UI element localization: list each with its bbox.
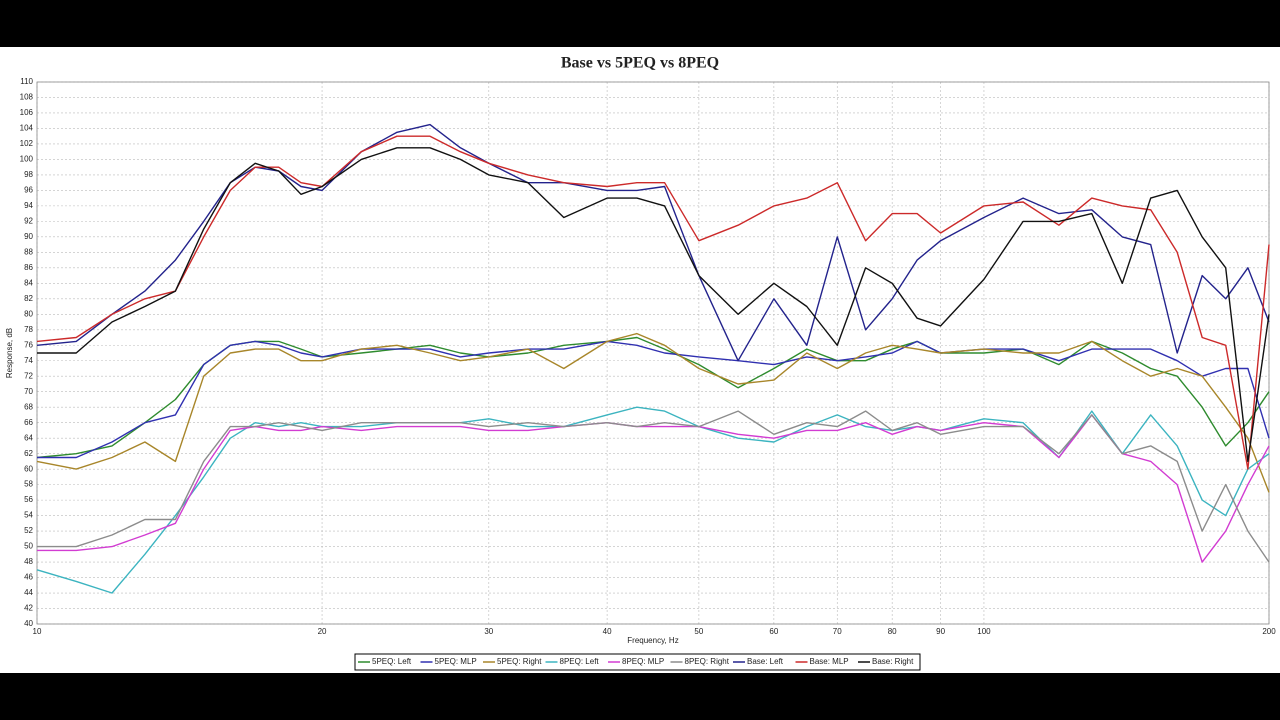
chart-title: Base vs 5PEQ vs 8PEQ xyxy=(561,55,719,72)
y-axis-label: Response, dB xyxy=(5,328,14,378)
x-tick-label: 70 xyxy=(833,627,842,636)
y-tick-label: 108 xyxy=(20,93,34,102)
background xyxy=(0,47,1280,673)
x-tick-label: 90 xyxy=(936,627,945,636)
x-tick-label: 80 xyxy=(888,627,897,636)
series-line xyxy=(36,332,1270,493)
y-tick-label: 40 xyxy=(24,619,33,628)
x-tick-label: 10 xyxy=(33,627,42,636)
series-line xyxy=(37,147,1270,463)
y-tick-label: 50 xyxy=(24,542,33,551)
legend-label: Base: MLP xyxy=(810,657,849,666)
legend-label: 5PEQ: Right xyxy=(497,657,542,666)
series-line xyxy=(37,410,1270,563)
x-tick-label: 20 xyxy=(318,627,327,636)
y-tick-label: 68 xyxy=(24,402,33,411)
y-tick-label: 72 xyxy=(24,371,33,380)
legend-box xyxy=(354,653,921,671)
y-tick-label: 70 xyxy=(24,387,33,396)
y-tick-label: 76 xyxy=(24,340,33,349)
y-tick-label: 56 xyxy=(24,495,33,504)
legend-label: 5PEQ: MLP xyxy=(435,657,477,666)
y-tick-label: 110 xyxy=(20,77,33,86)
y-tick-label: 60 xyxy=(24,464,33,473)
legend-label: Base: Right xyxy=(872,657,914,666)
y-tick-label: 48 xyxy=(24,557,33,566)
y-tick-label: 104 xyxy=(20,124,34,133)
x-tick-label: 40 xyxy=(603,627,612,636)
y-tick-label: 82 xyxy=(24,294,33,303)
y-tick-label: 52 xyxy=(24,526,33,535)
y-tick-label: 102 xyxy=(20,139,34,148)
y-tick-label: 106 xyxy=(20,108,34,117)
y-tick-label: 62 xyxy=(24,449,33,458)
y-tick-label: 54 xyxy=(24,511,33,520)
y-tick-label: 42 xyxy=(24,604,33,613)
series-line xyxy=(36,135,1270,470)
y-tick-label: 78 xyxy=(24,325,33,334)
y-tick-label: 94 xyxy=(24,201,33,210)
y-tick-label: 100 xyxy=(20,155,34,164)
legend-label: 8PEQ: MLP xyxy=(622,657,664,666)
legend-label: 8PEQ: Left xyxy=(560,657,600,666)
legend-label: Base: Left xyxy=(747,657,784,666)
y-tick-label: 86 xyxy=(24,263,33,272)
y-tick-label: 80 xyxy=(24,309,33,318)
x-axis-label: Frequency, Hz xyxy=(627,636,678,645)
series-line xyxy=(37,340,1270,459)
x-tick-label: 60 xyxy=(769,627,778,636)
x-tick-label: 50 xyxy=(694,627,703,636)
y-tick-label: 58 xyxy=(24,480,33,489)
x-tick-label: 100 xyxy=(977,627,991,636)
y-tick-label: 98 xyxy=(24,170,33,179)
y-tick-label: 74 xyxy=(24,356,33,365)
legend-label: 8PEQ: Right xyxy=(685,657,730,666)
y-tick-label: 66 xyxy=(24,418,33,427)
y-tick-label: 96 xyxy=(24,186,33,195)
x-tick-label: 200 xyxy=(1262,627,1276,636)
series-line xyxy=(36,123,1270,362)
y-tick-label: 90 xyxy=(24,232,33,241)
y-tick-label: 84 xyxy=(24,278,33,287)
x-tick-label: 30 xyxy=(484,627,493,636)
legend-label: 5PEQ: Left xyxy=(372,657,412,666)
y-tick-label: 64 xyxy=(24,433,33,442)
y-tick-label: 92 xyxy=(24,216,33,225)
y-tick-label: 46 xyxy=(24,573,33,582)
y-tick-label: 44 xyxy=(24,588,33,597)
y-tick-label: 88 xyxy=(24,247,33,256)
